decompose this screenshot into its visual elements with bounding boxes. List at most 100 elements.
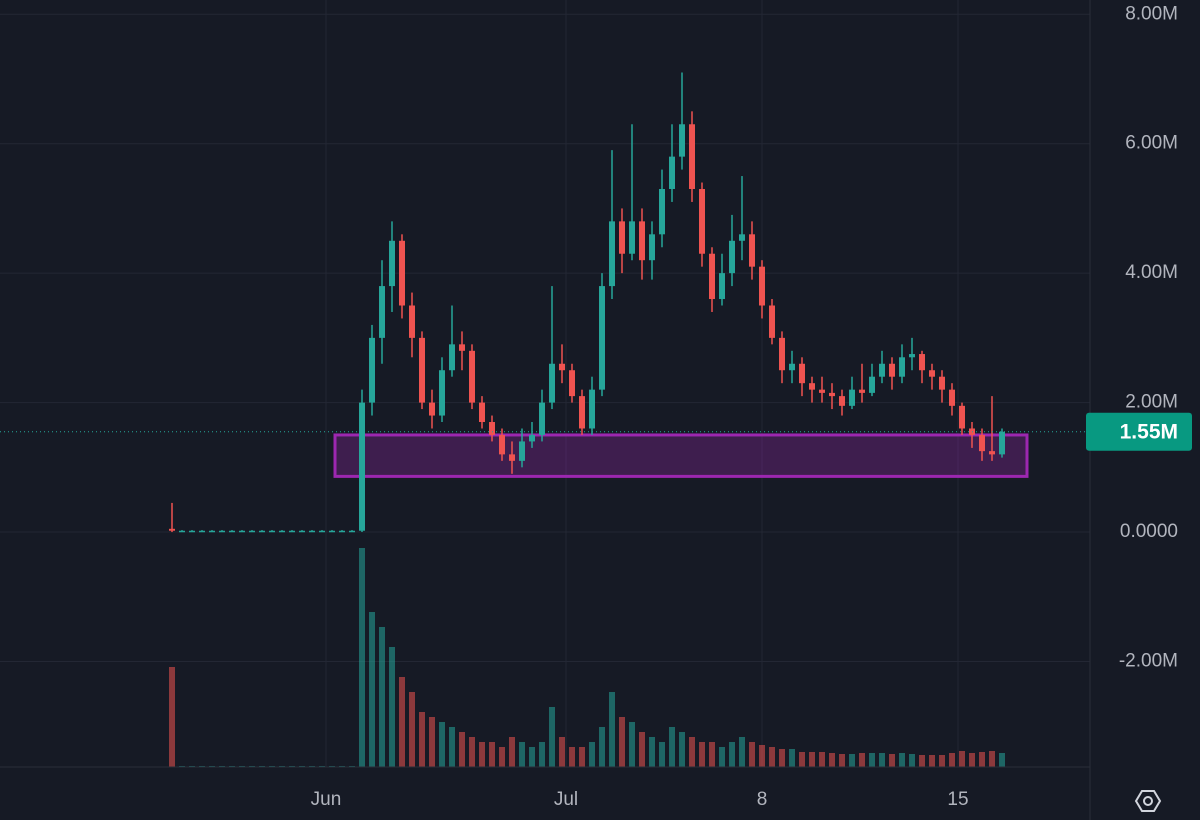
x-tick-label: Jul: [554, 789, 578, 810]
volume-bar: [399, 677, 405, 767]
volume-bar: [949, 753, 955, 767]
volume-bar: [979, 752, 985, 767]
volume-bar: [539, 742, 545, 767]
last-price-box: [1086, 412, 1192, 451]
volume-bar: [819, 752, 825, 767]
candle-body: [619, 221, 625, 254]
candle-body: [949, 389, 955, 406]
zone-box: [333, 433, 1029, 478]
volume-bar: [739, 737, 745, 767]
candle-body: [559, 363, 565, 371]
volume-bar: [669, 727, 675, 767]
volume-bar: [809, 752, 815, 767]
volume-bar: [569, 747, 575, 767]
candle-body: [759, 266, 765, 306]
volume-bar: [389, 647, 395, 767]
candle-body: [489, 422, 495, 435]
candle-body: [729, 240, 735, 274]
volume-bar: [169, 667, 175, 767]
volume-bar: [869, 753, 875, 767]
candle-body: [599, 286, 605, 390]
volume-bar: [829, 753, 835, 767]
volume-bar: [649, 737, 655, 767]
candle-body: [829, 392, 835, 397]
candle-body: [179, 530, 185, 533]
candle-body: [919, 354, 925, 371]
volume-bar: [899, 753, 905, 767]
volume-bar: [549, 707, 555, 767]
volume-pane: [169, 548, 1005, 767]
volume-bar: [489, 742, 495, 767]
volume-bar: [719, 747, 725, 767]
volume-bar: [839, 754, 845, 767]
volume-bar: [419, 712, 425, 767]
x-tick-label: 8: [757, 789, 768, 810]
volume-bar: [459, 732, 465, 767]
candle-body: [649, 234, 655, 261]
candle-body: [339, 530, 345, 533]
candle-body: [429, 402, 435, 416]
volume-bar: [469, 737, 475, 767]
volume-bar: [779, 749, 785, 767]
volume-bar: [529, 747, 535, 767]
volume-bar: [589, 742, 595, 767]
candle-body: [749, 234, 755, 267]
volume-bar: [769, 747, 775, 767]
volume-bar: [969, 753, 975, 767]
volume-bar: [409, 692, 415, 767]
volume-bar: [379, 627, 385, 767]
volume-bar: [939, 755, 945, 767]
candle-body: [819, 389, 825, 393]
y-tick-label: -2.00M: [1119, 651, 1178, 672]
candle-body: [259, 530, 265, 533]
volume-bar: [679, 732, 685, 767]
volume-bar: [909, 754, 915, 767]
y-tick-label: 2.00M: [1125, 392, 1178, 413]
candle-body: [319, 530, 325, 533]
volume-bar: [799, 752, 805, 767]
candle-body: [229, 530, 235, 533]
volume-bar: [509, 737, 515, 767]
candle-body: [359, 402, 365, 531]
candle-body: [999, 431, 1005, 455]
volume-bar: [689, 737, 695, 767]
candle-body: [779, 337, 785, 371]
candle-body: [699, 188, 705, 254]
volume-bar: [639, 732, 645, 767]
candle-body: [989, 451, 995, 455]
candle-body: [709, 253, 715, 300]
volume-bar: [989, 751, 995, 767]
candle-body: [679, 124, 685, 157]
candle-body: [789, 363, 795, 371]
candle-body: [799, 363, 805, 384]
candle-body: [249, 530, 255, 533]
x-tick-label: Jun: [311, 789, 342, 810]
candle-body: [219, 530, 225, 533]
candle-body: [889, 363, 895, 377]
candle-body: [379, 286, 385, 338]
candle-body: [859, 389, 865, 393]
candle-body: [509, 454, 515, 461]
volume-bar: [429, 717, 435, 767]
candle-body: [719, 273, 725, 300]
candle-body: [939, 376, 945, 390]
candles: [169, 72, 1005, 533]
candle-body: [389, 240, 395, 287]
candle-body: [539, 402, 545, 435]
y-tick-label: 6.00M: [1125, 133, 1178, 154]
volume-bar: [629, 722, 635, 767]
volume-bar: [849, 754, 855, 767]
volume-bar: [879, 753, 885, 767]
candle-body: [929, 370, 935, 377]
y-tick-label: 8.00M: [1125, 3, 1178, 24]
settings-icon[interactable]: [1134, 790, 1162, 812]
candle-body: [209, 530, 215, 533]
volume-bar: [479, 742, 485, 767]
candle-body: [899, 357, 905, 377]
volume-bar: [609, 692, 615, 767]
volume-bar: [559, 737, 565, 767]
volume-bar: [359, 548, 365, 767]
candle-body: [299, 530, 305, 533]
candle-body: [879, 363, 885, 377]
